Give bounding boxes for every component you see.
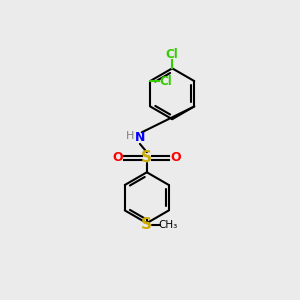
Text: N: N: [135, 131, 145, 144]
Text: S: S: [141, 150, 152, 165]
Text: CH₃: CH₃: [158, 220, 177, 230]
Text: Cl: Cl: [160, 74, 172, 88]
Text: S: S: [141, 217, 152, 232]
Text: Cl: Cl: [166, 47, 178, 61]
Text: O: O: [171, 151, 182, 164]
Text: O: O: [112, 151, 123, 164]
Text: H: H: [126, 131, 134, 141]
